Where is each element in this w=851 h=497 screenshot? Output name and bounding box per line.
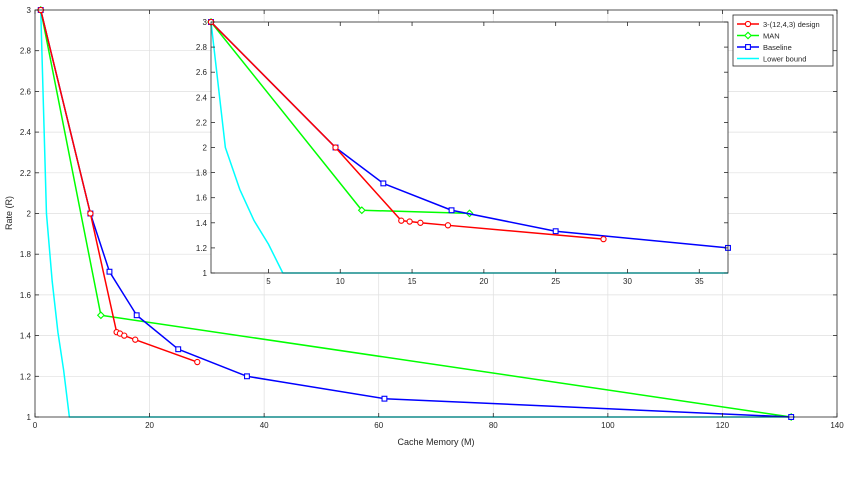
legend-label: MAN xyxy=(763,32,780,41)
inset-x-tick-label: 15 xyxy=(408,277,417,286)
main-y-tick-label: 1.6 xyxy=(20,291,32,300)
legend-label: 3-(12,4,3) design xyxy=(763,20,820,29)
main-x-tick-label: 80 xyxy=(489,421,498,430)
legend-label: Lower bound xyxy=(763,55,806,64)
main-series-baseline-line xyxy=(40,9,792,418)
inset-y-tick-label: 2.4 xyxy=(196,93,208,102)
inset-y-tick-label: 1.8 xyxy=(196,169,208,178)
inset-series-design-point xyxy=(332,144,339,151)
main-x-tick-label: 140 xyxy=(830,421,844,430)
inset-series-baseline-point xyxy=(448,207,455,214)
main-x-tick-label: 20 xyxy=(145,421,154,430)
inset-y-tick-label: 1.4 xyxy=(196,219,208,228)
inset-series-baseline-point xyxy=(380,180,387,187)
legend-marker xyxy=(744,31,752,40)
main-x-tick-label: 60 xyxy=(374,421,383,430)
main-series-design-point xyxy=(132,336,139,343)
inset-x-tick-label: 20 xyxy=(479,277,488,286)
main-series-design-point xyxy=(121,332,128,339)
main-y-tick-label: 2.8 xyxy=(20,47,32,56)
main-x-tick-label: 0 xyxy=(33,421,38,430)
inset-series-man-point xyxy=(357,206,366,215)
inset-y-tick-label: 1.6 xyxy=(196,194,208,203)
inset-y-tick-label: 1.2 xyxy=(196,244,208,253)
legend: 3-(12,4,3) design MAN Baseline Lower bound xyxy=(732,14,834,67)
inset-x-tick-label: 25 xyxy=(551,277,560,286)
inset-y-tick-label: 2.6 xyxy=(196,68,208,77)
inset-series-design-point xyxy=(600,235,607,243)
main-y-tick-label: 2.2 xyxy=(20,169,32,178)
main-series-baseline-point xyxy=(106,268,113,275)
main-y-tick-label: 1.8 xyxy=(20,250,32,259)
main-x-tick-label: 120 xyxy=(716,421,730,430)
inset-ticks: 5 10 15 20 25 30 35 1 1.2 1.4 1.6 1.8 2 2.2 2.4 2.6 2.8 3 xyxy=(196,18,728,286)
main-y-axis-label: Rate (R) xyxy=(4,196,14,230)
main-y-tick-label: 1.4 xyxy=(20,332,32,341)
inset-x-tick-label: 35 xyxy=(695,277,704,286)
main-series-baseline-point xyxy=(133,312,140,319)
inset-x-tick-label: 30 xyxy=(623,277,632,286)
main-y-tick-label: 2.4 xyxy=(20,128,32,137)
inset-axes: 5 10 15 20 25 30 35 1 1.2 1.4 1.6 1.8 2 2.2 2.4 2.6 2.8 3 xyxy=(196,18,731,286)
legend-marker xyxy=(745,44,751,50)
inset-y-tick-label: 3 xyxy=(203,18,208,27)
inset-y-tick-label: 2.2 xyxy=(196,118,208,127)
main-x-axis-label: Cache Memory (M) xyxy=(397,437,474,447)
main-series-baseline-point xyxy=(244,373,250,380)
legend-marker xyxy=(744,20,752,28)
inset-series-design-point xyxy=(406,218,413,225)
main-series-baseline-point xyxy=(175,346,182,353)
main-x-tick-label: 40 xyxy=(260,421,269,430)
legend-label: Baseline xyxy=(763,43,792,52)
inset-y-tick-label: 1 xyxy=(203,269,208,278)
inset-y-tick-label: 2 xyxy=(203,144,208,153)
inset-y-tick-label: 2.8 xyxy=(196,43,208,52)
main-ticks: 0 20 40 60 80 100 120 14011.21.41.61.822.22.42.… xyxy=(20,6,844,430)
main-y-tick-label: 2 xyxy=(27,210,32,219)
inset-series-baseline-point xyxy=(552,228,559,235)
main-x-tick-label: 100 xyxy=(601,421,615,430)
inset-series-design-point xyxy=(417,219,424,226)
main-series-design-point xyxy=(87,210,94,217)
main-series-baseline-point xyxy=(381,395,388,402)
inset-series-design-point xyxy=(444,222,452,229)
main-y-tick-label: 1 xyxy=(27,413,32,422)
main-series-man-point xyxy=(96,311,105,320)
main-y-tick-label: 1.2 xyxy=(20,372,32,381)
main-y-tick-label: 2.6 xyxy=(20,87,32,96)
main-series-design-point xyxy=(194,358,201,366)
inset-x-tick-label: 10 xyxy=(336,277,345,286)
inset-series-design-point xyxy=(398,217,405,224)
main-y-tick-label: 3 xyxy=(27,6,32,15)
inset-x-tick-label: 5 xyxy=(266,277,271,286)
